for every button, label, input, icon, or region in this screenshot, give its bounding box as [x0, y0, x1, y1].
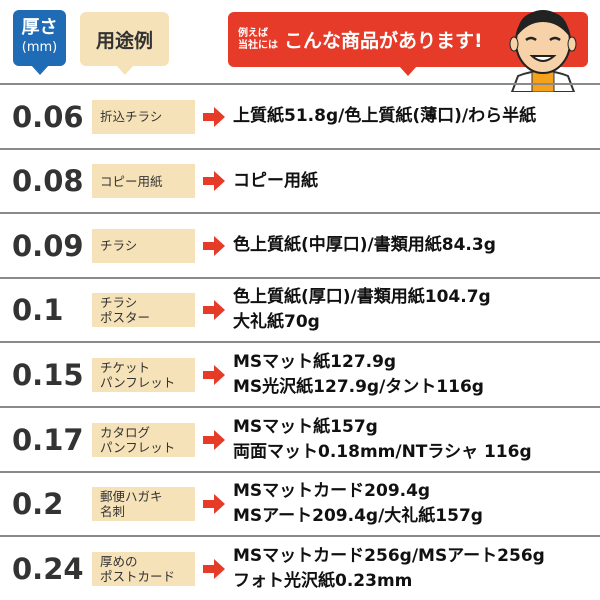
product-list: MSマットカード256g/MSアート256g フォト光沢紙0.23mm	[233, 544, 545, 594]
thickness-value: 0.15	[12, 357, 84, 392]
usage-tag: 折込チラシ	[92, 99, 195, 134]
product-text: MSマットカード209.4g	[233, 481, 431, 502]
usage-text: チケット	[100, 359, 151, 375]
thickness-header: 厚さ (mm)	[13, 10, 66, 75]
prefix-line-1: 例えば	[238, 27, 268, 39]
usage-label: 用途例	[95, 29, 153, 52]
thickness-value: 0.17	[12, 422, 84, 457]
usage-tag: チラシ	[92, 228, 195, 263]
arrow-right-icon	[203, 300, 225, 321]
usage-tag: コピー用紙	[92, 164, 195, 199]
mascot-character-icon	[509, 10, 577, 92]
usage-tag: カタログ パンフレット	[92, 422, 195, 457]
usage-text: 郵便ハガキ	[100, 489, 163, 505]
thickness-value: 0.06	[12, 99, 84, 134]
product-text: 色上質紙(厚口)/書類用紙104.7g	[233, 287, 491, 308]
product-text: MSマット紙127.9g	[233, 351, 397, 372]
products-prefix: 例えば 当社には	[238, 28, 278, 52]
table-row: 0.08 コピー用紙 コピー用紙	[0, 147, 600, 213]
arrow-right-icon	[203, 558, 225, 579]
products-label: こんな商品があります!	[284, 30, 483, 52]
arrow-right-icon	[203, 106, 225, 127]
product-text: MSマット紙157g	[233, 416, 378, 437]
usage-text: ポストカード	[100, 568, 176, 584]
table-header: 厚さ (mm) 用途例 例えば 当社には こんな商品があります!	[0, 0, 600, 92]
usage-text: 名刺	[100, 504, 126, 520]
product-list: MSマット紙157g 両面マット0.18mm/NTラシャ 116g	[233, 415, 532, 465]
table-row: 0.15 チケット パンフレット MSマット紙127.9g MS光沢紙127.9g/タン…	[0, 341, 600, 406]
product-text: MS光沢紙127.9g/タント116g	[233, 376, 484, 397]
prefix-line-2: 当社には	[238, 39, 278, 51]
table-row: 0.06 折込チラシ 上質紙51.8g/色上質紙(薄口)/わら半紙	[0, 83, 600, 148]
usage-text: 折込チラシ	[100, 109, 163, 124]
product-list: MSマット紙127.9g MS光沢紙127.9g/タント116g	[233, 350, 484, 400]
product-text: フォト光沢紙0.23mm	[233, 570, 413, 591]
usage-header: 用途例	[80, 12, 169, 75]
thickness-value: 0.24	[12, 551, 84, 586]
usage-text: チラシ	[100, 295, 138, 311]
thickness-unit: (mm)	[21, 40, 58, 55]
table-row: 0.09 チラシ 色上質紙(中厚口)/書類用紙84.3g	[0, 212, 600, 277]
product-text: 両面マット0.18mm/NTラシャ 116g	[233, 441, 532, 462]
arrow-right-icon	[203, 429, 225, 450]
thickness-label: 厚さ	[21, 17, 58, 38]
product-list: コピー用紙	[233, 169, 318, 194]
product-text: MSアート209.4g/大礼紙157g	[233, 506, 483, 527]
arrow-right-icon	[203, 364, 225, 385]
usage-text: ポスター	[100, 310, 151, 326]
product-list: MSマットカード209.4g MSアート209.4g/大礼紙157g	[233, 479, 483, 529]
usage-text: パンフレット	[100, 374, 176, 390]
product-list: 色上質紙(中厚口)/書類用紙84.3g	[233, 233, 496, 258]
table-row: 0.2 郵便ハガキ 名刺 MSマットカード209.4g MSアート209.4g/大礼紙1…	[0, 470, 600, 536]
arrow-right-icon	[203, 494, 225, 515]
thickness-value: 0.09	[12, 228, 84, 263]
usage-tag: 郵便ハガキ 名刺	[92, 487, 195, 522]
product-list: 色上質紙(厚口)/書類用紙104.7g 大礼紙70g	[233, 285, 491, 335]
thickness-value: 0.2	[12, 487, 64, 522]
usage-tag: チケット パンフレット	[92, 357, 195, 392]
product-text: コピー用紙	[233, 170, 318, 191]
product-text: MSマットカード256g/MSアート256g	[233, 545, 545, 566]
product-list: 上質紙51.8g/色上質紙(薄口)/わら半紙	[233, 104, 536, 129]
usage-text: コピー用紙	[100, 173, 163, 189]
product-text: 上質紙51.8g/色上質紙(薄口)/わら半紙	[233, 106, 537, 126]
table-row: 0.1 チラシ ポスター 色上質紙(厚口)/書類用紙104.7g 大礼紙70g	[0, 276, 600, 342]
usage-text: チラシ	[100, 238, 138, 254]
usage-text: カタログ	[100, 424, 151, 440]
thickness-value: 0.08	[12, 164, 84, 199]
usage-text: パンフレット	[100, 439, 176, 455]
thickness-value: 0.1	[12, 293, 64, 328]
usage-text: 厚めの	[100, 553, 138, 569]
product-text: 色上質紙(中厚口)/書類用紙84.3g	[233, 235, 496, 256]
product-text: 大礼紙70g	[233, 312, 320, 333]
table-row: 0.17 カタログ パンフレット MSマット紙157g 両面マット0.18mm/NTラシ…	[0, 406, 600, 471]
arrow-right-icon	[203, 235, 225, 256]
arrow-right-icon	[203, 171, 225, 192]
usage-tag: 厚めの ポストカード	[92, 551, 195, 586]
table-row: 0.24 厚めの ポストカード MSマットカード256g/MSアート256g フォト光沢…	[0, 535, 600, 600]
usage-tag: チラシ ポスター	[92, 293, 195, 328]
